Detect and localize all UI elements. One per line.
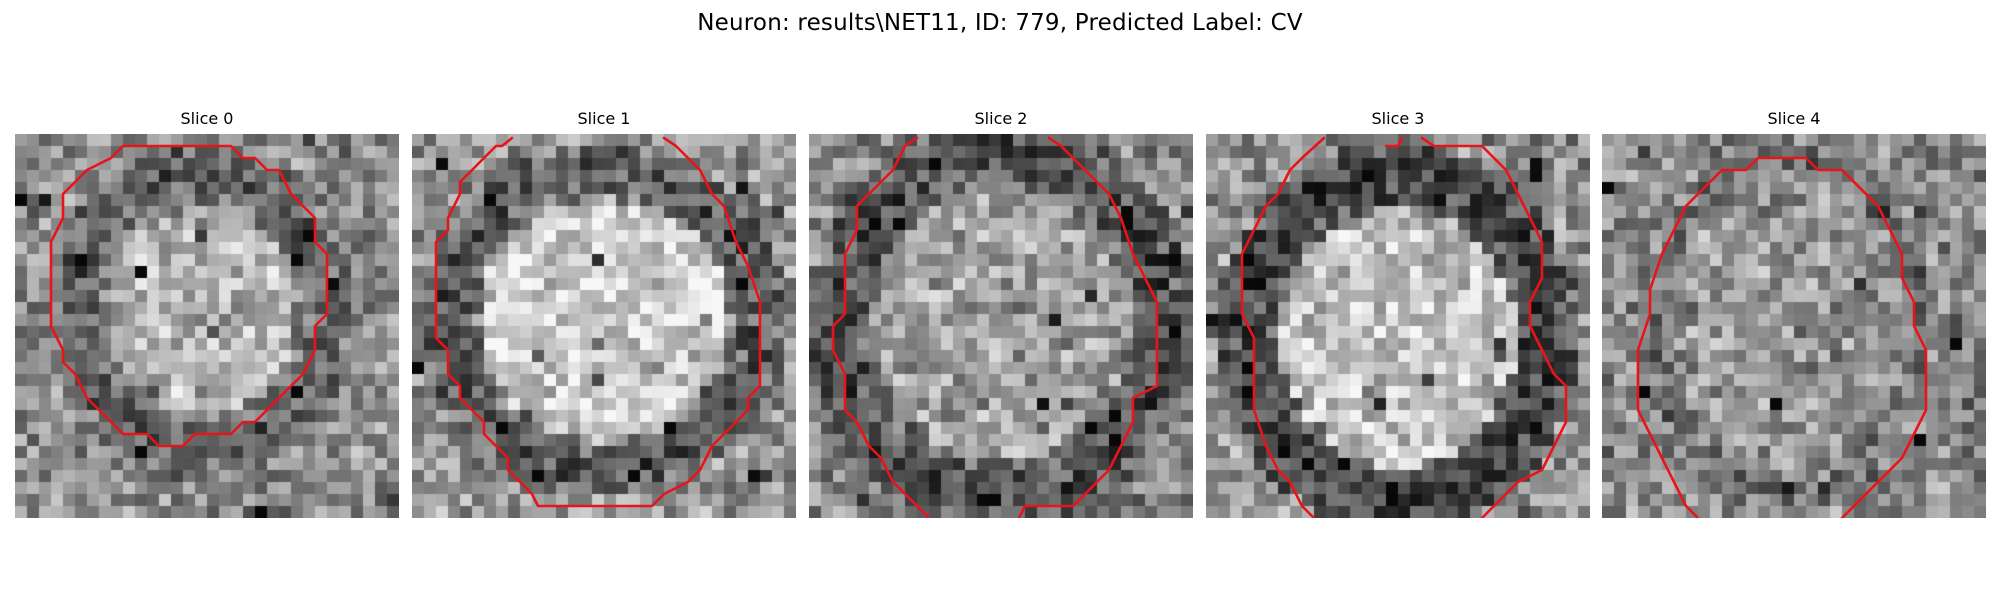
contour-segment-3-1 (1420, 136, 1568, 518)
slice-panel-1: Slice 1 (412, 108, 796, 518)
slice-title-0: Slice 0 (180, 109, 234, 128)
slice-title-3: Slice 3 (1371, 109, 1425, 128)
slice-title-2: Slice 2 (974, 109, 1028, 128)
slice-title-4: Slice 4 (1767, 109, 1821, 128)
contour-segment-2-0 (831, 136, 931, 518)
segmentation-contour-3 (1240, 136, 1568, 518)
segmentation-contour-2 (831, 136, 1159, 518)
segmentation-contour-1 (434, 136, 762, 508)
slice-panel-4: Slice 4 (1602, 108, 1986, 518)
slice-title-1: Slice 1 (577, 109, 631, 128)
slice-panel-2: Slice 2 (809, 108, 1193, 518)
contour-segment-2-1 (1017, 136, 1159, 518)
segmentation-contour-0 (49, 144, 329, 448)
contour-segment-3-2 (1384, 136, 1404, 148)
contour-segment-0-0 (49, 144, 329, 448)
slice-image-2 (809, 134, 1193, 518)
contour-segment-3-0 (1240, 136, 1326, 518)
contour-segment-1-0 (434, 136, 762, 508)
slice-image-4 (1602, 134, 1986, 518)
slice-panel-0: Slice 0 (15, 108, 399, 518)
slice-panel-3: Slice 3 (1206, 108, 1590, 518)
contour-segment-4-0 (1636, 156, 1928, 518)
slice-image-0 (15, 134, 399, 518)
slice-image-1 (412, 134, 796, 518)
figure-title: Neuron: results\NET11, ID: 779, Predicte… (697, 10, 1303, 36)
segmentation-contour-4 (1636, 156, 1928, 518)
